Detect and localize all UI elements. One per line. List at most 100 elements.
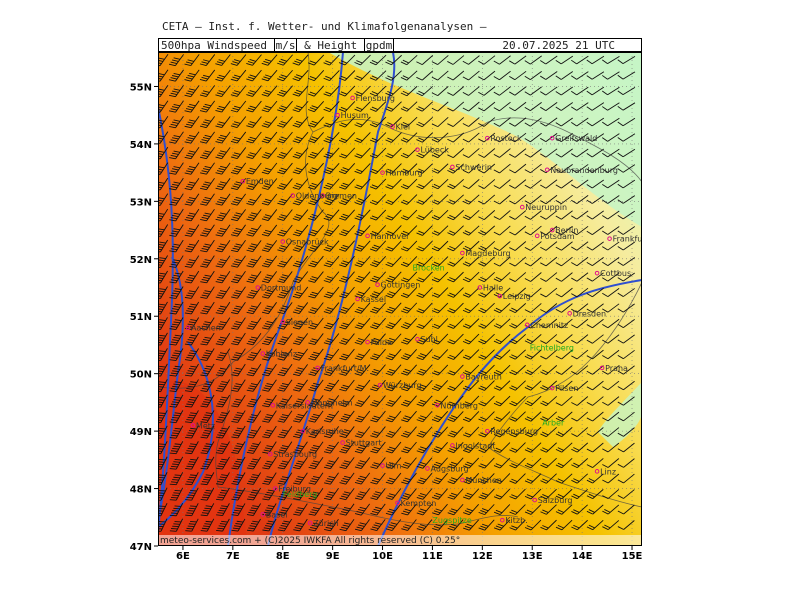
wind-barb bbox=[540, 488, 557, 500]
wind-barb bbox=[524, 488, 542, 500]
wind-barb bbox=[540, 457, 557, 469]
wind-barb bbox=[246, 116, 262, 128]
wind-barb bbox=[493, 488, 511, 500]
wind-barb bbox=[292, 193, 309, 206]
wind-barb bbox=[293, 503, 308, 516]
wind-barb bbox=[246, 348, 262, 361]
wind-barb bbox=[169, 255, 184, 268]
wind-barb bbox=[447, 380, 464, 391]
city-label: Stuttgart bbox=[346, 439, 382, 448]
wind-barb bbox=[323, 162, 340, 175]
wind-barb bbox=[555, 442, 573, 453]
wind-barb bbox=[323, 333, 340, 345]
wind-barb bbox=[555, 148, 573, 158]
wind-barb bbox=[555, 396, 573, 406]
wind-barb bbox=[509, 117, 527, 127]
wind-barb bbox=[555, 256, 573, 267]
wind-barb bbox=[169, 131, 184, 144]
wind-barb bbox=[447, 55, 465, 65]
wind-barb bbox=[462, 194, 480, 205]
wind-barb bbox=[400, 271, 418, 283]
wind-barb bbox=[184, 363, 199, 377]
city-marker bbox=[280, 319, 286, 325]
wind-barb bbox=[277, 394, 293, 408]
city-marker bbox=[415, 336, 420, 342]
city-marker bbox=[190, 423, 196, 428]
wind-barb bbox=[308, 487, 324, 501]
wind-barb bbox=[431, 147, 449, 159]
wind-barb bbox=[169, 441, 184, 455]
wind-barb bbox=[493, 86, 511, 96]
wind-barb bbox=[462, 411, 480, 422]
city-label: Dresden bbox=[573, 309, 606, 318]
wind-barb bbox=[462, 442, 480, 454]
wind-barb bbox=[602, 86, 620, 96]
wind-barb bbox=[540, 210, 558, 220]
wind-barb bbox=[447, 132, 465, 143]
wind-barb bbox=[168, 69, 184, 82]
city-label: Koblenz bbox=[266, 350, 297, 359]
wind-barb bbox=[339, 178, 356, 190]
wind-barb bbox=[292, 131, 309, 144]
wind-barb bbox=[323, 240, 340, 252]
wind-barb bbox=[200, 363, 215, 377]
wind-barb bbox=[354, 286, 371, 299]
wind-barb bbox=[169, 193, 184, 206]
wind-barb bbox=[571, 380, 589, 391]
wind-barb bbox=[524, 272, 542, 282]
wind-barb bbox=[555, 303, 573, 313]
wind-barb bbox=[323, 472, 339, 485]
wind-barb bbox=[586, 504, 604, 515]
peak-label: Arber bbox=[542, 418, 565, 427]
wind-barb bbox=[478, 318, 495, 329]
wind-barb bbox=[540, 117, 558, 127]
wind-barb bbox=[524, 117, 542, 127]
wind-barb bbox=[215, 394, 231, 408]
wind-barb bbox=[354, 410, 371, 423]
wind-barb bbox=[308, 240, 324, 252]
wind-barb bbox=[509, 473, 526, 484]
wind-barb bbox=[169, 100, 184, 113]
wind-barb bbox=[432, 426, 449, 438]
wind-barb bbox=[246, 54, 262, 66]
wind-barb bbox=[493, 70, 511, 81]
wind-barb bbox=[555, 287, 573, 298]
wind-barb bbox=[277, 100, 293, 113]
wind-barb bbox=[478, 395, 495, 407]
lon-tick-label: 14E bbox=[572, 551, 593, 562]
wind-barb bbox=[586, 195, 604, 204]
wind-barb bbox=[246, 332, 262, 346]
wind-barb bbox=[231, 487, 246, 501]
wind-barb bbox=[339, 503, 355, 516]
wind-barb bbox=[200, 379, 215, 392]
wind-barb bbox=[385, 472, 402, 485]
city-marker bbox=[380, 170, 385, 175]
wind-barb bbox=[555, 71, 574, 80]
wind-barb bbox=[617, 380, 635, 391]
wind-barb bbox=[261, 255, 278, 268]
wind-barb bbox=[400, 194, 418, 205]
wind-barb bbox=[540, 396, 558, 407]
wind-barb bbox=[262, 503, 277, 516]
wind-barb bbox=[555, 411, 573, 422]
wind-barb bbox=[509, 272, 527, 282]
wind-barb bbox=[431, 364, 449, 376]
wind-barb bbox=[478, 210, 496, 221]
parameter-bar: 500hpa Windspeed m/s & Height gpdm 20.07… bbox=[158, 38, 642, 53]
city-marker bbox=[594, 469, 600, 474]
wind-barb bbox=[385, 333, 402, 345]
wind-barb bbox=[493, 426, 511, 438]
wind-barb bbox=[369, 132, 387, 143]
wind-barb bbox=[586, 380, 604, 391]
wind-barb bbox=[400, 163, 418, 174]
wind-barb bbox=[292, 286, 309, 299]
wind-barb bbox=[308, 209, 324, 221]
wind-barb bbox=[169, 348, 184, 362]
wind-barb bbox=[323, 209, 340, 221]
city-marker bbox=[534, 233, 540, 239]
wind-barb bbox=[158, 115, 169, 129]
wind-barb bbox=[447, 225, 464, 236]
wind-barb bbox=[586, 148, 605, 158]
lat-tick-label: 50N bbox=[130, 370, 152, 381]
wind-barb bbox=[308, 162, 324, 175]
